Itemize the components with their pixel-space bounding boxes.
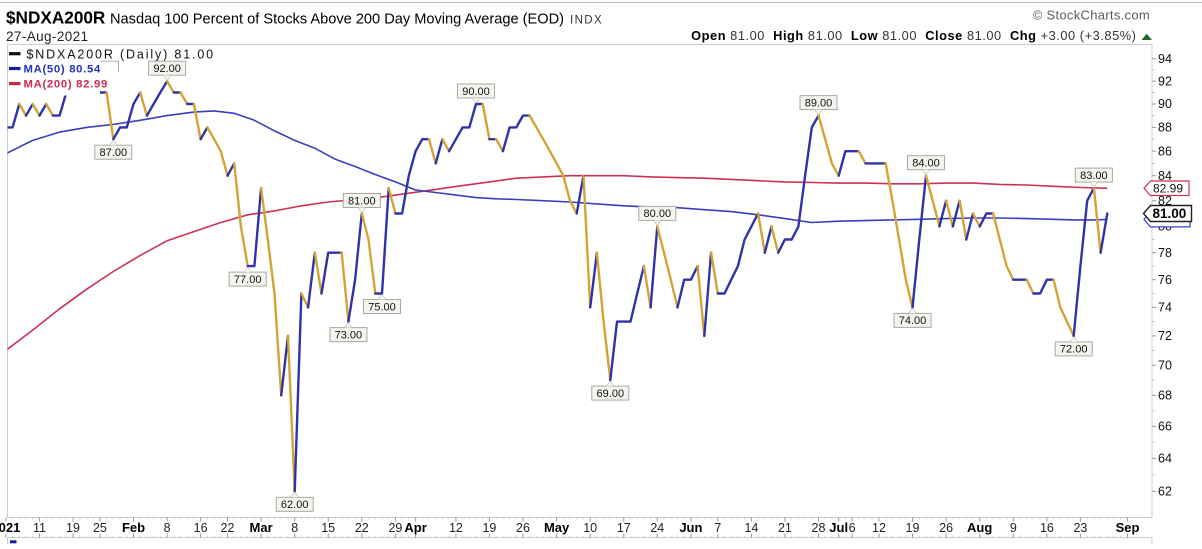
svg-text:Jul: Jul (829, 520, 848, 535)
svg-text:92: 92 (1158, 74, 1172, 88)
svg-text:78: 78 (1158, 246, 1172, 260)
svg-text:10: 10 (583, 521, 597, 535)
svg-text:© StockCharts.com: © StockCharts.com (1033, 8, 1150, 23)
svg-text:Feb: Feb (122, 520, 145, 535)
svg-text:Apr: Apr (404, 520, 426, 535)
svg-text:INDX: INDX (570, 14, 603, 26)
svg-text:72: 72 (1158, 329, 1172, 343)
svg-text:19: 19 (482, 521, 496, 535)
svg-text:$NDXA200R (Daily) 81.00: $NDXA200R (Daily) 81.00 (27, 48, 215, 62)
svg-text:25: 25 (93, 521, 107, 535)
svg-text:94: 94 (1158, 52, 1172, 66)
svg-text:66: 66 (1158, 420, 1172, 434)
svg-text:82: 82 (1158, 194, 1172, 208)
svg-text:12: 12 (449, 521, 463, 535)
svg-text:90.00: 90.00 (462, 86, 490, 98)
svg-text:28: 28 (812, 521, 826, 535)
svg-text:15: 15 (321, 521, 335, 535)
svg-text:19: 19 (906, 521, 920, 535)
svg-text:24: 24 (650, 521, 664, 535)
svg-text:Nasdaq 100 Percent of Stocks A: Nasdaq 100 Percent of Stocks Above 200 D… (110, 12, 564, 28)
svg-text:9: 9 (1010, 521, 1017, 535)
svg-text:81.00: 81.00 (348, 195, 376, 207)
svg-text:76: 76 (1158, 273, 1172, 287)
svg-text:27-Aug-2021: 27-Aug-2021 (6, 29, 88, 44)
svg-text:29: 29 (388, 521, 402, 535)
svg-text:14: 14 (744, 521, 758, 535)
svg-text:Mar: Mar (250, 520, 273, 535)
svg-text:68: 68 (1158, 389, 1172, 403)
svg-text:83.00: 83.00 (1080, 170, 1108, 182)
svg-text:8: 8 (164, 521, 171, 535)
svg-text:69.00: 69.00 (597, 388, 625, 400)
svg-text:84: 84 (1158, 169, 1172, 183)
svg-text:62: 62 (1158, 485, 1172, 499)
svg-text:26: 26 (516, 521, 530, 535)
svg-text:81.00: 81.00 (1153, 206, 1187, 221)
svg-text:84.00: 84.00 (912, 158, 940, 170)
svg-text:Jun: Jun (679, 520, 702, 535)
svg-text:19: 19 (66, 521, 80, 535)
svg-text:62.00: 62.00 (281, 499, 309, 511)
svg-text:21: 21 (778, 521, 792, 535)
svg-text:70: 70 (1158, 358, 1172, 372)
svg-text:12: 12 (872, 521, 886, 535)
svg-text:16: 16 (1040, 521, 1054, 535)
svg-text:May: May (544, 520, 570, 535)
svg-text:$NDXA200R: $NDXA200R (6, 8, 106, 28)
svg-text:80.00: 80.00 (644, 208, 672, 220)
svg-text:7: 7 (714, 521, 721, 535)
svg-text:77.00: 77.00 (234, 274, 262, 286)
svg-text:73.00: 73.00 (335, 329, 363, 341)
svg-text:8: 8 (291, 521, 298, 535)
svg-text:82.99: 82.99 (1153, 181, 1183, 195)
svg-text:86: 86 (1158, 144, 1172, 158)
svg-text:22: 22 (355, 521, 369, 535)
svg-text:64: 64 (1158, 452, 1172, 466)
svg-text:74: 74 (1158, 301, 1172, 315)
svg-text:75.00: 75.00 (368, 301, 396, 313)
svg-text:26: 26 (939, 521, 953, 535)
svg-text:Open 81.00 High 81.00 Low 81: Open 81.00 High 81.00 Low 81.00 Close 81… (691, 28, 1136, 43)
svg-text:92.00: 92.00 (153, 63, 181, 75)
svg-text:90: 90 (1158, 97, 1172, 111)
svg-text:23: 23 (1073, 521, 1087, 535)
svg-text:11: 11 (33, 521, 46, 535)
svg-text:MA(200) 82.99: MA(200) 82.99 (24, 79, 108, 91)
svg-text:6: 6 (849, 521, 856, 535)
svg-text:17: 17 (617, 521, 631, 535)
svg-text:88: 88 (1158, 121, 1172, 135)
svg-text:2021: 2021 (0, 520, 20, 535)
svg-text:Sep: Sep (1116, 520, 1140, 535)
svg-text:89.00: 89.00 (805, 97, 833, 109)
svg-text:74.00: 74.00 (899, 315, 927, 327)
svg-text:72.00: 72.00 (1060, 344, 1088, 356)
svg-text:87.00: 87.00 (100, 147, 128, 159)
svg-text:16: 16 (194, 521, 208, 535)
svg-text:Aug: Aug (967, 520, 992, 535)
svg-text:22: 22 (221, 521, 235, 535)
svg-text:MA(50) 80.54: MA(50) 80.54 (24, 64, 101, 76)
